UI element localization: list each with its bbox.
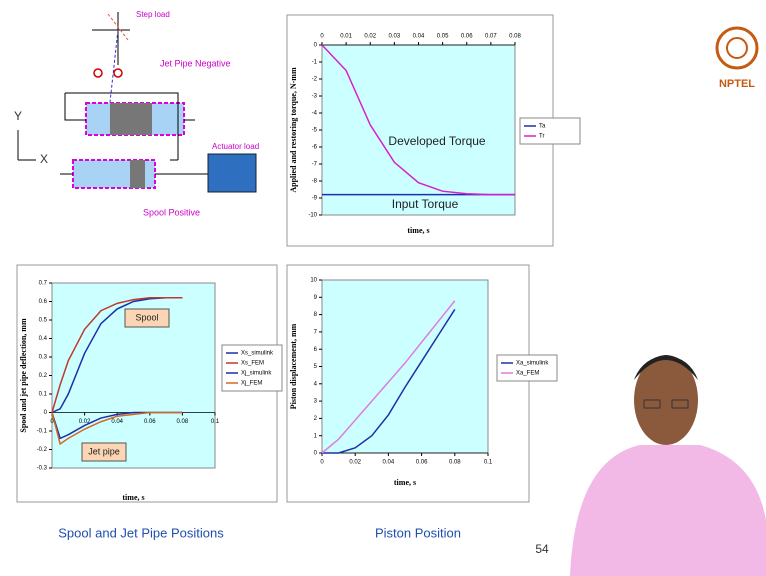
page-number: 54 xyxy=(535,542,549,556)
plot-area xyxy=(322,280,488,453)
presenter xyxy=(570,355,766,576)
legend-label: Xs_simulink xyxy=(241,351,274,357)
label: Step load xyxy=(136,10,170,19)
x-tick-label: 0.08 xyxy=(509,34,521,40)
annotation: Developed Torque xyxy=(388,134,486,148)
y-tick-label: -0.3 xyxy=(37,466,48,472)
y-axis-label: Piston displacement, mm xyxy=(289,323,298,409)
diagram: Step load Jet Pipe Negative Y X Actuator… xyxy=(14,10,259,217)
legend-label: Xa_FEM xyxy=(516,371,539,377)
y-tick-label: -1 xyxy=(312,60,318,66)
x-axis-label: time, s xyxy=(407,226,429,235)
caption: Spool and Jet Pipe Positions xyxy=(58,525,224,540)
y-tick-label: 0.7 xyxy=(39,281,48,287)
caption: Piston Position xyxy=(375,525,461,540)
logo: NPTEL xyxy=(717,28,757,90)
label: X xyxy=(40,152,48,166)
y-tick-label: 0.2 xyxy=(39,373,48,379)
y-tick-label: 0.3 xyxy=(39,355,48,361)
slide: Step load Jet Pipe Negative Y X Actuator… xyxy=(0,0,766,576)
x-tick-label: 0.08 xyxy=(449,460,461,466)
label: Actuator load xyxy=(212,142,259,151)
plot-area xyxy=(322,45,515,215)
y-axis-label: Applied and restoring torque, N-mm xyxy=(289,67,298,193)
y-tick-label: 10 xyxy=(310,278,317,284)
y-tick-label: -5 xyxy=(312,128,318,134)
x-tick-label: 0.04 xyxy=(413,34,425,40)
y-tick-label: -6 xyxy=(312,145,318,151)
x-tick-label: 0.08 xyxy=(177,419,189,425)
x-tick-label: 0.01 xyxy=(340,34,352,40)
logo-text: NPTEL xyxy=(719,78,755,90)
annotation: Input Torque xyxy=(392,197,459,211)
x-tick-label: 0.05 xyxy=(437,34,449,40)
x-tick-label: 0.02 xyxy=(79,419,91,425)
legend-label: Tr xyxy=(539,134,544,140)
x-tick-label: 0.04 xyxy=(111,419,123,425)
x-tick-label: 0.1 xyxy=(211,419,220,425)
y-tick-label: 0.5 xyxy=(39,318,48,324)
x-tick-label: 0.06 xyxy=(144,419,156,425)
legend-label: Ta xyxy=(539,124,546,130)
y-tick-label: -4 xyxy=(312,111,318,117)
label: Jet Pipe Negative xyxy=(160,58,231,68)
y-tick-label: 0.1 xyxy=(39,392,48,398)
annotation: Spool xyxy=(135,312,158,322)
legend-label: Xj_simulink xyxy=(241,371,272,377)
y-axis-label: Spool and jet pipe deflection, mm xyxy=(19,318,28,433)
y-tick-label: 0.6 xyxy=(39,299,48,305)
x-tick-label: 0.1 xyxy=(484,460,493,466)
legend-box xyxy=(497,355,557,381)
x-tick-label: 0.06 xyxy=(461,34,473,40)
annotation: Jet pipe xyxy=(88,446,120,456)
y-tick-label: -9 xyxy=(312,196,318,202)
y-tick-label: -0.1 xyxy=(37,429,48,435)
x-axis-label: time, s xyxy=(122,493,144,502)
legend-label: Xs_FEM xyxy=(241,361,264,367)
x-tick-label: 0.02 xyxy=(364,34,376,40)
x-tick-label: 0.06 xyxy=(416,460,428,466)
x-tick-label: 0.04 xyxy=(383,460,395,466)
y-tick-label: -8 xyxy=(312,179,318,185)
x-tick-label: 0.07 xyxy=(485,34,497,40)
x-tick-label: 0.02 xyxy=(349,460,361,466)
y-tick-label: 0.4 xyxy=(39,336,48,342)
x-axis-label: time, s xyxy=(394,478,416,487)
label: Spool Positive xyxy=(143,207,200,217)
label: Y xyxy=(14,109,22,123)
x-tick-label: 0.03 xyxy=(389,34,401,40)
y-tick-label: -0.2 xyxy=(37,447,48,453)
y-tick-label: -3 xyxy=(312,94,318,100)
y-tick-label: -7 xyxy=(312,162,318,168)
legend-label: Xa_simulink xyxy=(516,361,549,367)
legend-box xyxy=(520,118,580,144)
y-tick-label: -10 xyxy=(308,213,317,219)
y-tick-label: -2 xyxy=(312,77,318,83)
legend-label: Xj_FEM xyxy=(241,381,262,387)
